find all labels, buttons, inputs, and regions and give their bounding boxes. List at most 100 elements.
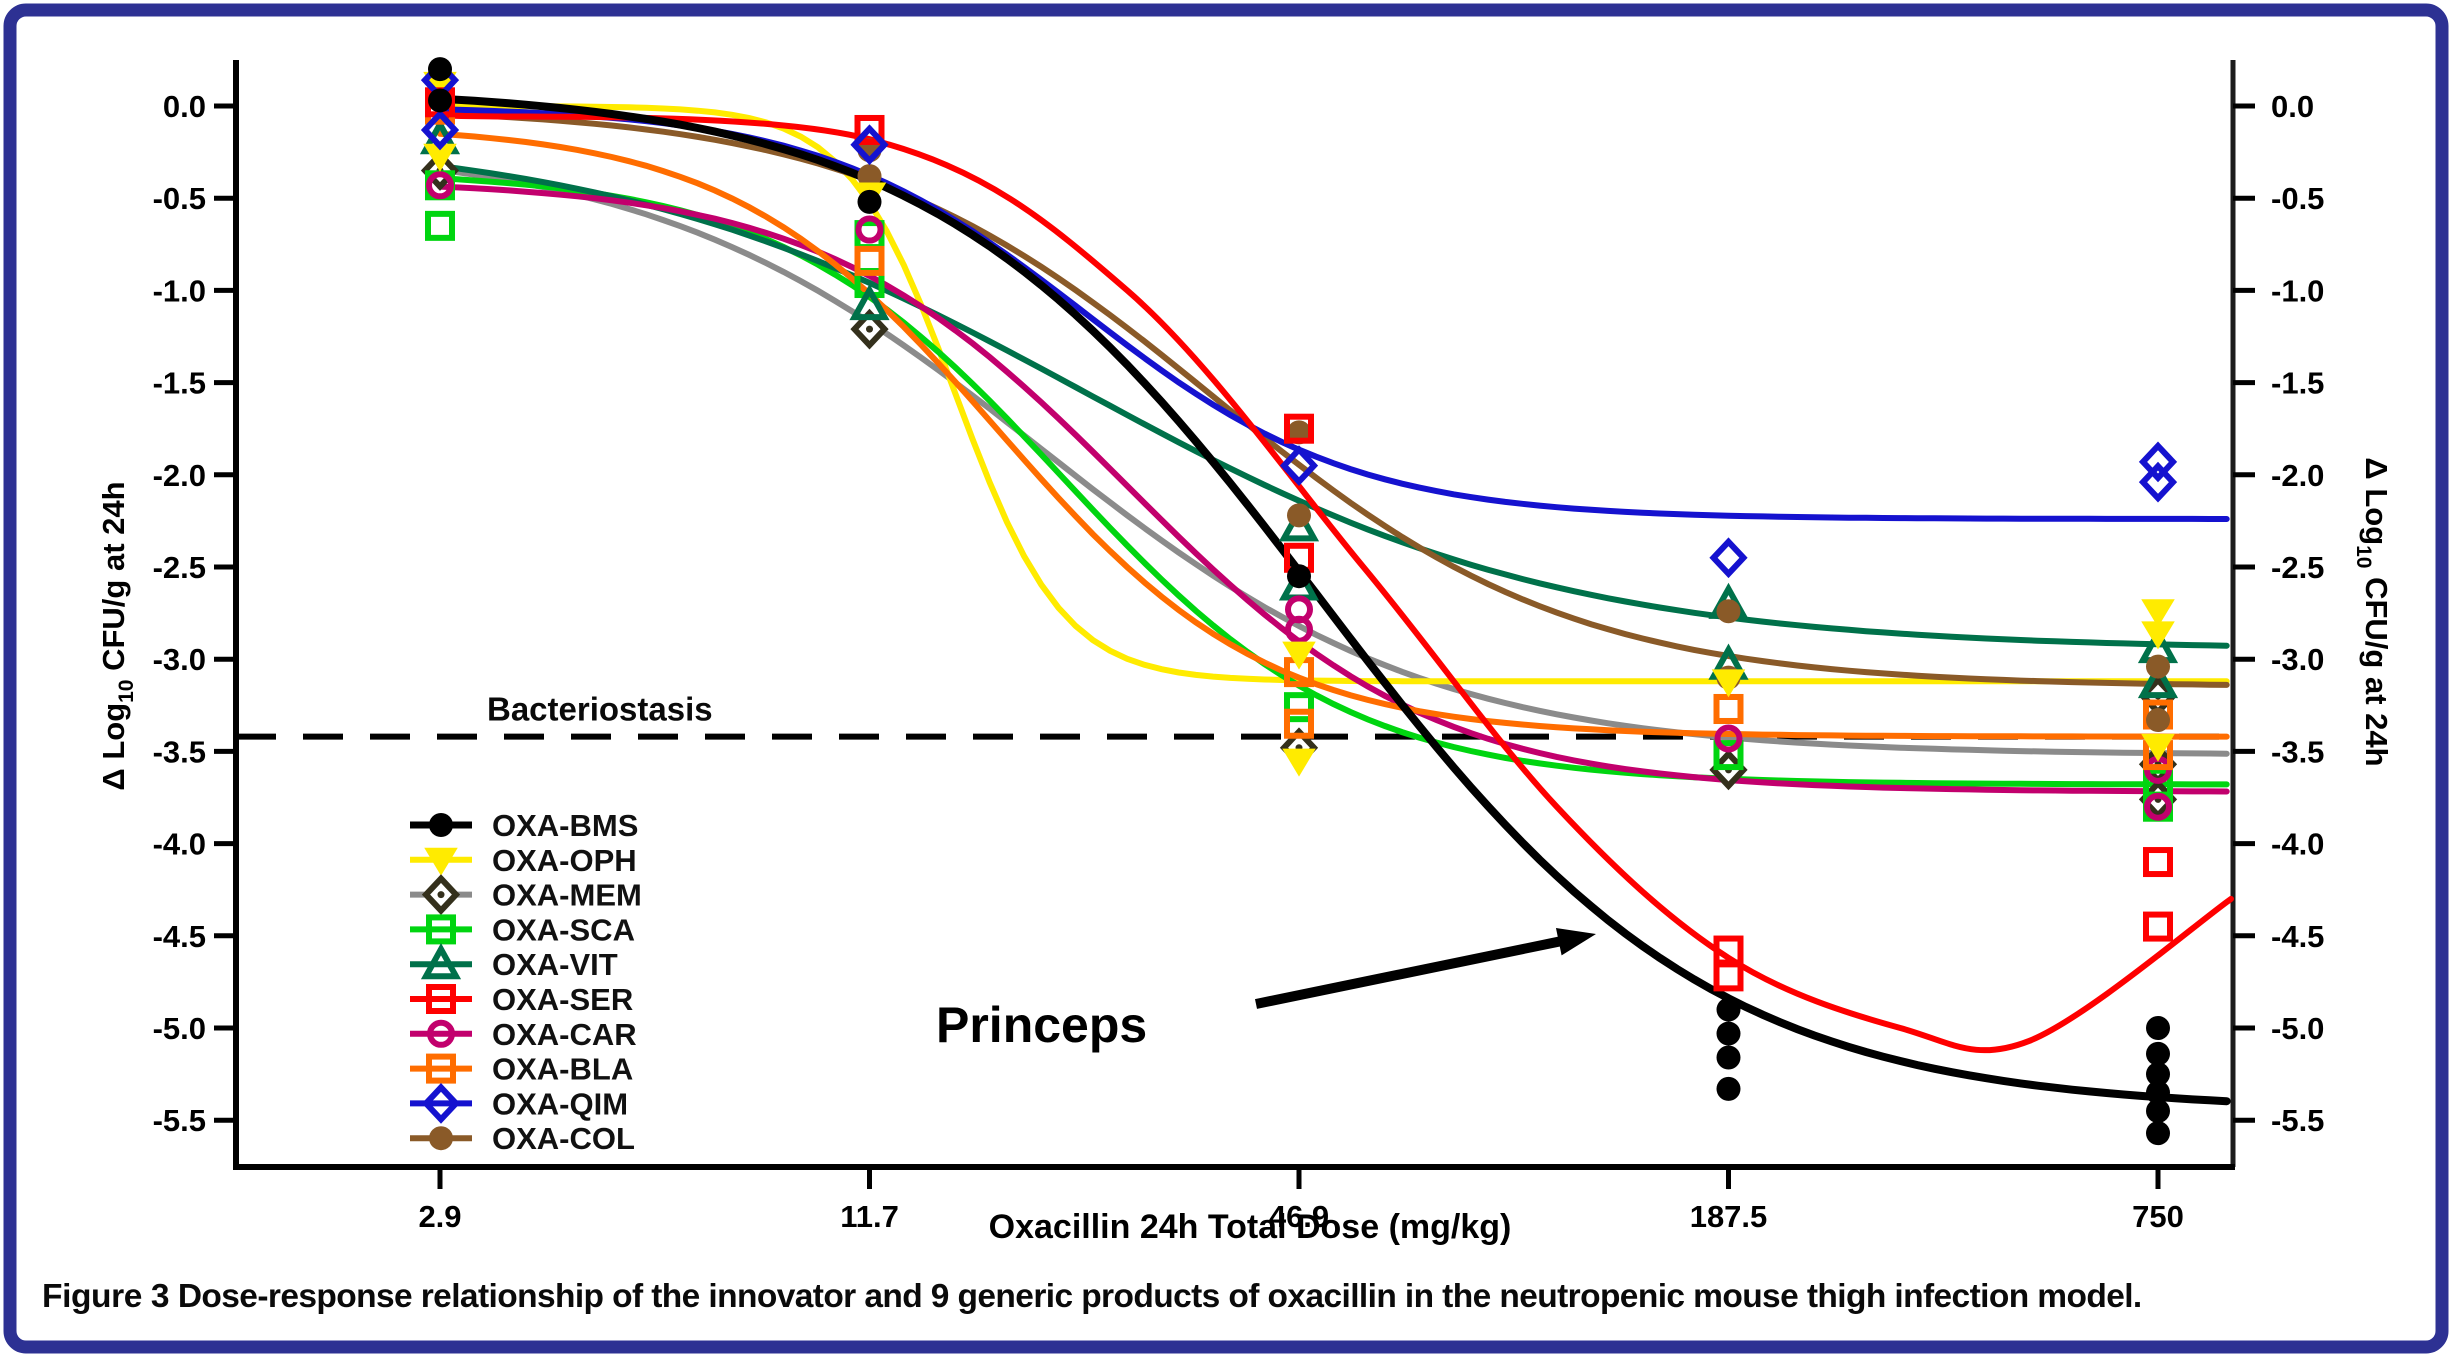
y-tick-label-right: -5.5 [2271,1103,2324,1138]
y-tick-label-left: -2.5 [153,550,206,585]
legend-item-OXA-MEM: OXA-MEM [410,874,642,915]
princeps-arrow-shaft [1254,935,1566,1009]
legend-marker-OXA-OPH [424,847,458,876]
y-tick-label-right: -3.0 [2271,642,2324,677]
point-OXA-COL [1716,599,1741,624]
legend-label-OXA-BMS: OXA-BMS [492,808,638,843]
y-tick-label-right: -3.5 [2271,734,2324,769]
legend-marker-OXA-BLA [426,1053,456,1084]
princeps-label: Princeps [936,997,1147,1053]
fit-curve-OXA-SCA [437,175,2230,788]
legend-marker-OXA-VIT [420,943,462,980]
legend-item-OXA-CAR: OXA-CAR [410,1017,637,1052]
point-OXA-BMS [1716,1045,1741,1070]
y-tick-label-left: -3.5 [153,734,206,769]
point-OXA-OPH [1282,641,1316,670]
legend-marker-OXA-CAR [427,1019,455,1048]
point-OXA-VIT [849,283,890,321]
point-OXA-OPH [2141,599,2175,628]
point-OXA-QIM [420,109,460,151]
x-axis-title: Oxacillin 24h Total Dose (mg/kg) [989,1208,1512,1246]
x-tick-label: 46.9 [1269,1199,1329,1234]
point-OXA-QIM [1279,445,1319,486]
point-OXA-BMS [1716,997,1741,1022]
legend: OXA-BMSOXA-OPHOXA-MEMOXA-SCAOXA-VITOXA-S… [410,808,642,1156]
point-OXA-BMS [428,57,452,82]
point-OXA-BLA [854,245,885,276]
y-tick-label-right: -1.0 [2271,273,2324,308]
legend-marker-OXA-QIM [421,1083,461,1124]
point-OXA-BLA [1284,708,1314,739]
legend-item-OXA-SER: OXA-SER [410,982,633,1017]
legend-marker-OXA-SCA [426,914,456,945]
y-tick-label-left: -2.0 [153,458,206,493]
legend-marker-OXA-COL [429,1126,453,1151]
legend-item-OXA-VIT: OXA-VIT [410,943,618,982]
y-tick-label-right: -4.5 [2271,919,2324,954]
figure-border [3,3,2449,1354]
y-tick-label-right: 0.0 [2271,89,2314,124]
legend-label-OXA-VIT: OXA-VIT [492,947,618,982]
point-OXA-BMS [1716,1076,1741,1101]
y-tick-label-right: -4.0 [2271,827,2324,862]
point-OXA-CAR [1714,724,1743,753]
point-OXA-SER [2143,911,2173,942]
x-tick-label: 187.5 [1690,1199,1768,1234]
legend-marker-OXA-BMS [429,813,453,837]
y-tick-label-left: -5.5 [153,1103,206,1138]
y-tick-label-left: -5.0 [153,1011,206,1046]
legend-label-OXA-BLA: OXA-BLA [492,1052,633,1087]
fit-curve-OXA-OPH [437,103,2230,685]
point-OXA-MEM [850,308,889,350]
figure-caption: Figure 3 Dose-response relationship of t… [42,1278,2434,1316]
y-tick-label-right: -2.0 [2271,458,2324,493]
fit-curve-OXA-BLA [437,130,2230,740]
point-OXA-COL [2146,708,2170,733]
point-OXA-SER [1284,413,1314,444]
y-tick-label-left: -1.0 [153,273,206,308]
point-OXA-BMS [2146,1080,2170,1105]
x-tick-label: 2.9 [418,1199,461,1234]
point-OXA-BLA [1713,693,1744,724]
legend-marker-OXA-MEM [421,874,461,915]
princeps-annotation: Princeps [936,927,1596,1053]
point-OXA-COL [2146,654,2170,679]
point-OXA-OPH [2141,733,2175,762]
point-OXA-QIM [2138,441,2178,483]
fit-curve-OXA-VIT [437,163,2230,649]
point-OXA-BMS [428,88,452,113]
point-OXA-SCA [425,210,455,241]
legend-item-OXA-QIM: OXA-QIM [410,1083,628,1124]
point-OXA-BMS [1287,564,1311,589]
point-OXA-OPH [2141,621,2175,650]
point-OXA-SCA [1713,693,1744,724]
point-OXA-BMS [2146,1041,2170,1066]
point-OXA-SER [854,114,885,145]
point-OXA-BMS [2146,1121,2170,1146]
y-tick-label-left: -1.5 [153,366,206,401]
point-OXA-QIM [850,124,889,166]
y-tick-label-left: -4.5 [153,919,206,954]
point-OXA-BMS [1716,1021,1741,1046]
point-OXA-SER [1713,961,1744,992]
point-OXA-SER [2143,847,2173,878]
figure-caption-number: Figure 3 [42,1278,170,1315]
legend-item-OXA-BMS: OXA-BMS [410,808,638,843]
legend-label-OXA-SER: OXA-SER [492,982,633,1017]
legend-marker-OXA-SER [426,984,456,1014]
legend-label-OXA-CAR: OXA-CAR [492,1017,637,1052]
data-points [419,57,2179,1146]
legend-label-OXA-OPH: OXA-OPH [492,843,637,878]
point-OXA-BMS [857,189,882,214]
fit-curve-OXA-CAR [437,183,2230,795]
point-OXA-OPH [1711,669,1746,698]
bacteriostasis-label: Bacteriostasis [487,691,713,728]
fit-curve-OXA-BMS [436,94,2231,1106]
y-tick-label-right: -2.5 [2271,550,2324,585]
y-tick-label-right: -5.0 [2271,1011,2324,1046]
point-OXA-CAR [2144,792,2172,821]
legend-label-OXA-MEM: OXA-MEM [492,878,642,913]
fit-curve-OXA-MEM [437,166,2230,757]
legend-label-OXA-SCA: OXA-SCA [492,912,635,947]
